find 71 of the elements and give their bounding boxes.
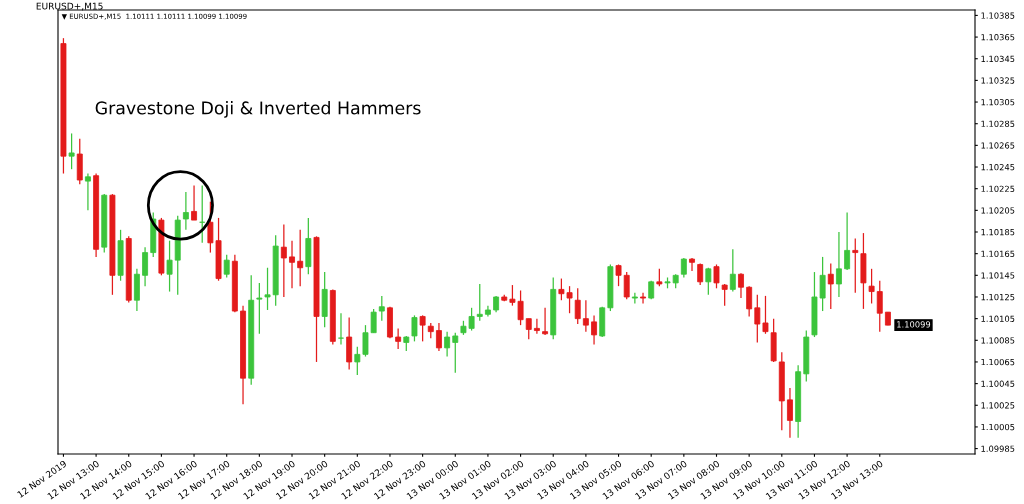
y-tick-label: 1.10325 [981,77,1015,84]
candlestick [297,229,304,287]
candlestick [542,307,549,336]
candlestick [827,262,834,310]
y-tick-label: 1.10345 [981,55,1015,63]
candlestick [640,292,646,305]
y-tick-label: 1.10365 [981,34,1015,41]
candlestick [844,211,851,271]
candlestick [697,262,704,286]
candlestick [199,184,206,244]
candlestick [762,295,769,335]
candlestick [452,332,459,374]
candlestick [84,172,91,211]
y-tick-label: 1.09985 [981,445,1015,452]
candlestick [754,294,761,344]
y-tick-label: 1.10285 [981,120,1015,127]
y-tick-label: 1.10265 [981,142,1015,149]
candlestick [787,387,793,439]
y-tick-label: 1.10065 [981,358,1015,366]
candlestick [289,240,295,289]
candlestick [476,283,483,322]
candlestick [582,299,589,333]
candlestick [574,287,581,325]
y-tick-label: 1.10225 [981,185,1015,192]
candlestick [223,254,230,279]
candlestick [689,257,695,272]
candlestick [395,327,402,350]
candlestick [591,314,597,346]
candlestick [191,184,197,221]
candlestick [68,132,75,170]
candlestick [338,312,344,346]
candlestick [378,295,385,322]
y-tick-label: 1.10105 [981,315,1015,322]
y-tick-label: 1.10125 [981,293,1015,301]
candlestick [623,271,630,300]
candlestick [142,246,149,287]
y-tick-label: 1.10025 [981,402,1015,409]
y-tick-label: 1.10205 [981,207,1015,214]
candlestick [280,223,287,298]
y-tick-label: 1.10085 [981,337,1015,344]
y-tick-label: 1.10005 [981,423,1015,431]
candlestick [713,263,720,289]
candlestick [738,272,744,299]
annotation: 1.10099 [897,321,931,328]
y-tick-label: 1.10145 [981,272,1015,279]
candlestick [836,231,842,298]
candlestick [876,280,883,333]
candlestick [354,346,361,376]
y-tick-label: 1.10165 [981,250,1015,257]
candlestick [746,285,753,318]
y-tick-label: 1.10045 [981,380,1015,387]
y-tick-label: 1.10305 [981,99,1015,106]
candlestick [868,268,875,305]
candlestick [166,240,173,293]
annotation: Gravestone Doji & Inverted Hammers [95,101,421,118]
candlestick [411,314,418,343]
candlestick [533,318,540,335]
y-tick-label: 1.10245 [981,164,1015,171]
candlestick [436,322,442,352]
candlestick [525,318,532,340]
candlestick [444,331,451,358]
candlestick [852,237,859,294]
y-tick-label: 1.10385 [981,12,1015,19]
candlestick [615,263,622,287]
candlestick [419,314,426,343]
y-tick-label: 1.10185 [981,228,1015,236]
candlestick [631,292,638,305]
candlestick [705,267,712,296]
chart-title: EURUSD+,M15 [36,2,103,11]
candlestick [182,191,189,231]
candlestick [729,248,736,293]
